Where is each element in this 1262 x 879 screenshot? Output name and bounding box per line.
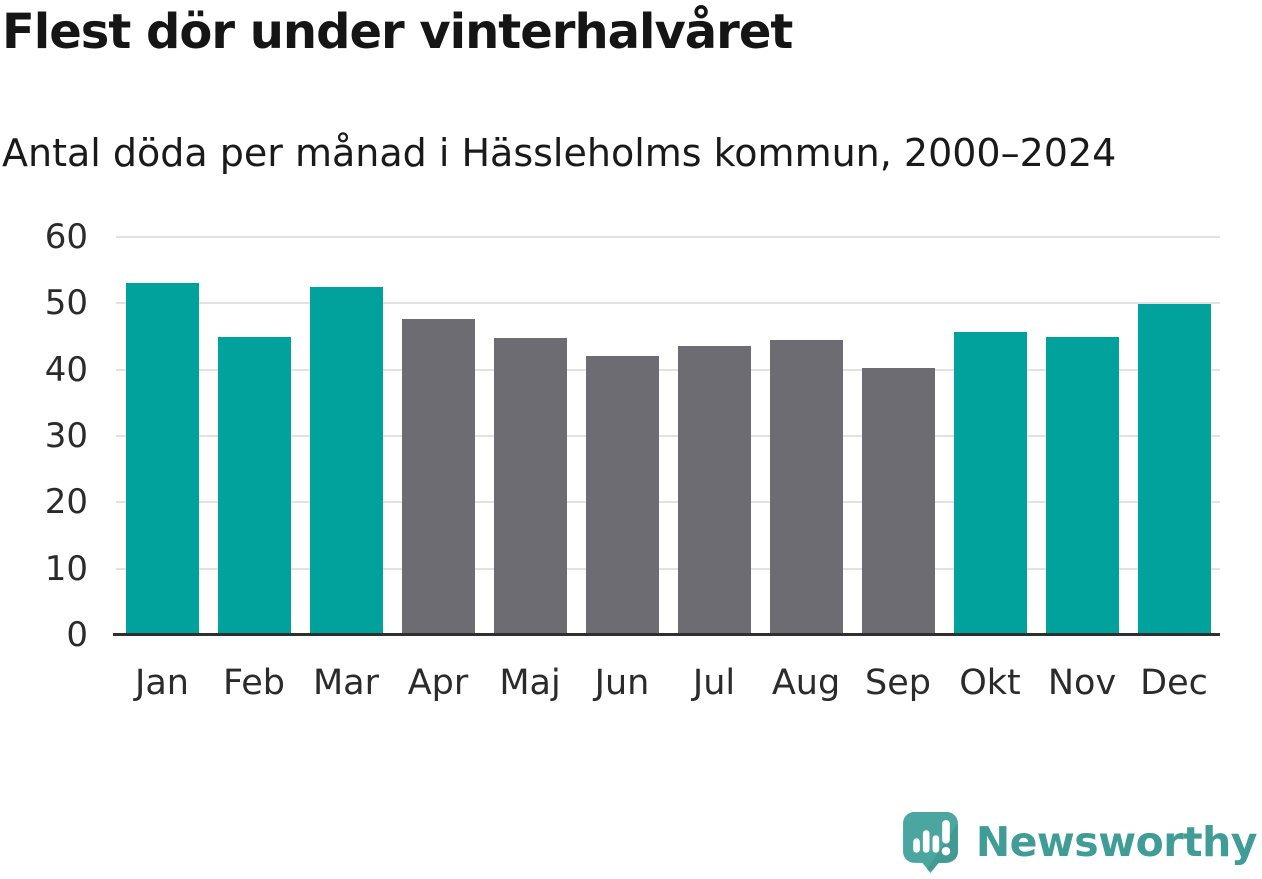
x-tick-label-sep: Sep bbox=[865, 663, 931, 703]
bar-jul bbox=[677, 346, 751, 635]
y-tick-label-20: 20 bbox=[44, 482, 88, 523]
y-tick-label-50: 50 bbox=[44, 283, 88, 324]
y-tick-label-40: 40 bbox=[44, 349, 88, 390]
chart-title: Flest dör under vinterhalvåret bbox=[2, 4, 793, 60]
gridline-20 bbox=[116, 501, 1220, 504]
gridline-30 bbox=[116, 435, 1220, 437]
x-tick-label-mar: Mar bbox=[312, 663, 380, 703]
bar-mar bbox=[309, 286, 383, 635]
brand-footer: Newsworthy bbox=[902, 808, 1258, 876]
x-tick-label-feb: Feb bbox=[223, 663, 285, 703]
x-tick-label-okt: Okt bbox=[959, 663, 1021, 703]
bar-feb bbox=[217, 336, 291, 635]
bar-aug bbox=[769, 339, 843, 635]
bar-jun bbox=[585, 356, 659, 635]
y-tick-label-10: 10 bbox=[44, 548, 88, 589]
bar-nov bbox=[1045, 337, 1119, 635]
x-tick-label-jan: Jan bbox=[135, 663, 189, 703]
x-tick-label-aug: Aug bbox=[771, 663, 841, 703]
brand-name: Newsworthy bbox=[975, 818, 1258, 866]
gridline-40 bbox=[116, 368, 1220, 371]
x-tick-label-jun: Jun bbox=[594, 663, 650, 703]
y-tick-label-0: 0 bbox=[66, 615, 88, 655]
y-tick-label-60: 60 bbox=[44, 217, 88, 257]
gridline-60 bbox=[116, 236, 1220, 238]
x-tick-label-apr: Apr bbox=[407, 663, 469, 703]
bar-sep bbox=[861, 367, 935, 635]
x-tick-label-jul: Jul bbox=[692, 663, 736, 703]
bar-apr bbox=[401, 319, 475, 635]
newsworthy-logo-icon bbox=[902, 811, 958, 873]
x-tick-label-maj: Maj bbox=[499, 663, 561, 703]
x-axis-line bbox=[113, 633, 1220, 636]
bar-okt bbox=[953, 331, 1027, 635]
x-tick-label-dec: Dec bbox=[1140, 663, 1208, 703]
chart-subtitle: Antal döda per månad i Hässleholms kommu… bbox=[2, 131, 1117, 175]
bar-dec bbox=[1137, 303, 1211, 635]
x-tick-label-nov: Nov bbox=[1047, 663, 1117, 703]
y-tick-label-30: 30 bbox=[44, 416, 88, 456]
gridline-50 bbox=[116, 302, 1220, 305]
bar-jan bbox=[125, 283, 199, 635]
bar-maj bbox=[493, 338, 567, 635]
gridline-10 bbox=[116, 567, 1220, 570]
